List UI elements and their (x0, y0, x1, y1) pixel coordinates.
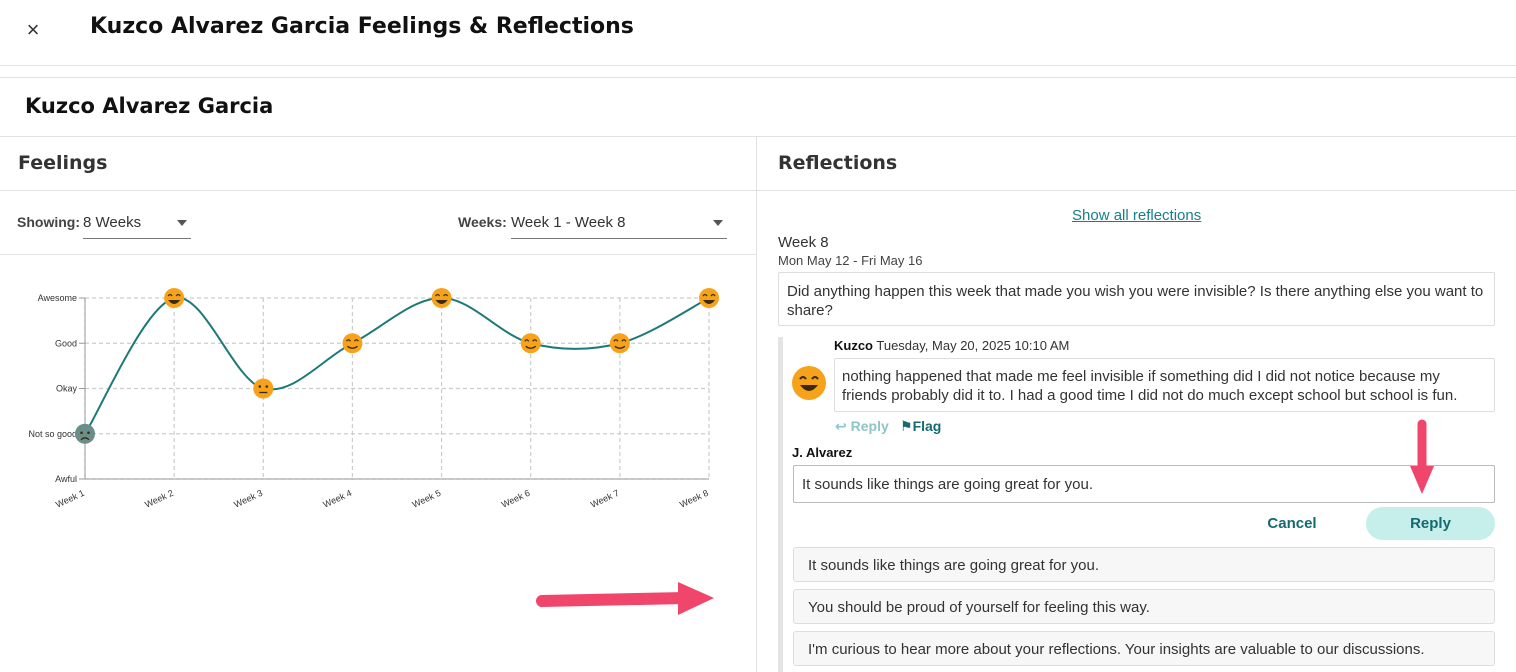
weeks-label: Weeks: (458, 214, 507, 230)
feeling-point (342, 333, 363, 354)
suggested-reply[interactable]: You should be proud of yourself for feel… (793, 589, 1495, 624)
reflections-title: Reflections (778, 152, 898, 174)
x-tick-label: Week 5 (411, 488, 443, 510)
weeks-select[interactable]: Week 1 - Week 8 (511, 203, 727, 239)
y-tick-label: Awesome (38, 293, 77, 303)
feeling-point (253, 378, 274, 399)
reply-input[interactable] (793, 465, 1495, 503)
feelings-line-chart: Awful Not so good Okay Good Awesome Week 1 Wee… (28, 288, 719, 510)
feeling-point (609, 333, 630, 354)
feelings-filters: Showing: 8 Weeks Weeks: Week 1 - Week 8 (0, 191, 756, 255)
y-tick-label: Good (55, 338, 77, 348)
week-date-range: Mon May 12 - Fri May 16 (778, 253, 923, 268)
reply-button[interactable]: Reply (1366, 507, 1495, 540)
chevron-down-icon (713, 220, 723, 226)
student-reply-meta: Kuzco Tuesday, May 20, 2025 10:10 AM (834, 338, 1069, 353)
showing-select[interactable]: 8 Weeks (83, 203, 191, 239)
page-title: Kuzco Alvarez Garcia Feelings & Reflecti… (90, 14, 634, 39)
feeling-point (699, 288, 719, 308)
feelings-series-line (84, 296, 710, 435)
cancel-button[interactable]: Cancel (1267, 515, 1317, 532)
weeks-select-value: Week 1 - Week 8 (511, 214, 626, 231)
feeling-point (431, 288, 452, 308)
x-tick-label: Week 1 (54, 488, 86, 510)
x-tick-label: Week 2 (143, 488, 175, 510)
top-bar: × Kuzco Alvarez Garcia Feelings & Reflec… (0, 0, 1516, 66)
show-all-reflections-link[interactable]: Show all reflections (1072, 207, 1202, 224)
reflections-header: Reflections (757, 137, 1516, 191)
flag-icon: ⚑ (900, 418, 913, 434)
student-header: Kuzco Alvarez Garcia (0, 77, 1516, 137)
happy-face-icon (792, 366, 826, 400)
annotation-arrow-down (1410, 419, 1434, 494)
feelings-panel: Feelings Showing: 8 Weeks Weeks: Week 1 … (0, 137, 757, 672)
student-reply-text: nothing happened that made me feel invis… (834, 358, 1495, 412)
flag-link[interactable]: ⚑Flag (900, 418, 942, 434)
x-tick-label: Week 8 (678, 488, 710, 510)
feeling-point (164, 288, 185, 308)
feelings-title: Feelings (18, 152, 108, 174)
showing-label: Showing: (17, 214, 80, 230)
showing-select-value: 8 Weeks (83, 214, 142, 231)
week-title: Week 8 (778, 234, 829, 251)
suggested-reply[interactable]: I'm curious to hear more about your refl… (793, 631, 1495, 666)
chevron-down-icon (177, 220, 187, 226)
reflection-prompt: Did anything happen this week that made … (778, 272, 1495, 326)
y-tick-label: Okay (56, 384, 78, 394)
reply-arrow-icon: ↩ (835, 418, 847, 434)
y-tick-label: Not so good (28, 429, 77, 439)
thread-line (778, 337, 783, 672)
y-tick-label: Awful (55, 474, 77, 484)
reply-link[interactable]: ↩ Reply (835, 418, 889, 434)
x-tick-label: Week 4 (322, 488, 354, 510)
annotation-arrow-right (536, 582, 714, 615)
student-reply-author: Kuzco (834, 338, 873, 353)
x-tick-label: Week 6 (500, 488, 532, 510)
feeling-point (75, 423, 95, 444)
student-name: Kuzco Alvarez Garcia (25, 94, 274, 118)
close-icon[interactable]: × (26, 17, 40, 42)
suggested-reply[interactable]: It sounds like things are going great fo… (793, 547, 1495, 582)
reflections-panel: Reflections Show all reflections Week 8 … (757, 137, 1516, 672)
feelings-chart: Awful Not so good Okay Good Awesome Week 1 Wee… (0, 277, 740, 517)
student-reply-time: Tuesday, May 20, 2025 10:10 AM (876, 338, 1070, 353)
x-tick-label: Week 7 (589, 488, 621, 510)
x-tick-label: Week 3 (232, 488, 264, 510)
feeling-point (520, 333, 541, 354)
teacher-name: J. Alvarez (792, 445, 853, 460)
feelings-header: Feelings (0, 137, 756, 191)
